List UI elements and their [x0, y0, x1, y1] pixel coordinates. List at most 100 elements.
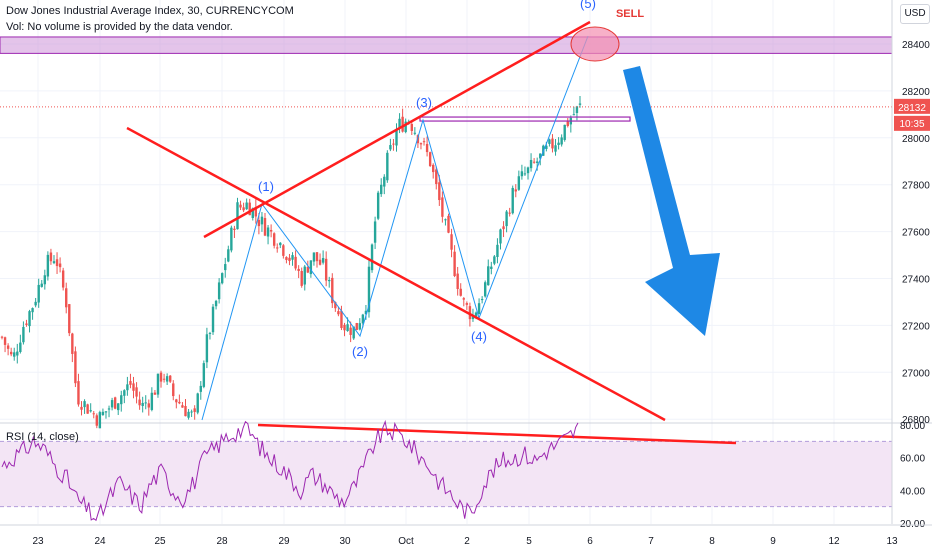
candle-body [425, 143, 429, 153]
candle-body [46, 254, 50, 277]
candle-body [202, 363, 206, 387]
wave-label: (4) [471, 329, 487, 344]
candle-body [294, 256, 297, 269]
candle-body [496, 244, 499, 257]
candle-body [52, 261, 56, 264]
candle-body [214, 300, 218, 307]
candle-body [80, 406, 83, 410]
candle-body [71, 333, 74, 354]
candle-body [153, 392, 157, 395]
candle-body [321, 258, 325, 263]
candle-body [514, 189, 517, 192]
candle-body [389, 145, 392, 150]
candle-body [61, 270, 65, 288]
candle-body [236, 202, 239, 230]
candle-body [306, 266, 310, 273]
candle-body [398, 118, 401, 129]
candle-body [196, 393, 199, 413]
candle-body [187, 411, 190, 418]
candle-body [65, 288, 68, 308]
candle-body [529, 159, 533, 169]
rsi-tick-label: 60.00 [900, 454, 925, 465]
candle-body [373, 221, 377, 243]
candle-body [181, 405, 184, 408]
candle-body [13, 352, 16, 357]
currency-button[interactable]: USD [900, 4, 930, 24]
candle-body [459, 288, 462, 296]
candle-body [291, 255, 294, 260]
candle-body [147, 403, 150, 408]
wave-label: (5) [580, 0, 596, 11]
candle-body [9, 351, 13, 355]
candle-body [334, 302, 337, 309]
rising-trendline [203, 20, 591, 239]
current-price-badge [894, 98, 930, 114]
candle-body [279, 242, 282, 246]
candle-body [410, 124, 413, 131]
wave-label: (3) [416, 95, 432, 110]
candle-body [392, 143, 395, 145]
countdown-value: 10:35 [899, 119, 924, 130]
candle-body [361, 314, 365, 324]
candle-body [575, 106, 579, 114]
candle-body [520, 171, 524, 177]
candle-body [535, 161, 539, 163]
candle-body [239, 204, 242, 208]
candle-body [370, 244, 374, 271]
candle-body [254, 207, 258, 217]
candle-body [450, 234, 453, 250]
rsi-band [0, 441, 892, 507]
candle-body [77, 381, 80, 405]
candle-body [233, 228, 236, 230]
candle-body [144, 402, 147, 404]
candle-body [49, 252, 53, 262]
candle-body [358, 323, 362, 330]
candle-body [251, 208, 254, 219]
candle-body [156, 373, 160, 395]
time-tick-label: 2 [464, 536, 470, 547]
candle-body [190, 411, 193, 413]
candle-body [318, 259, 322, 265]
candle-body [462, 298, 465, 300]
candle-body [165, 376, 169, 382]
rsi-tick-label: 80.00 [900, 421, 925, 432]
candle-body [257, 219, 261, 227]
rsi-tick-label: 40.00 [900, 486, 925, 497]
candle-body [245, 202, 248, 210]
candle-body [37, 284, 40, 303]
candle-body [300, 271, 303, 286]
candle-body [101, 411, 105, 415]
candle-body [432, 164, 435, 173]
candle-body [282, 245, 285, 256]
candle-body [297, 268, 300, 271]
candle-body [55, 259, 59, 267]
candle-body [401, 116, 404, 132]
candle-body [312, 252, 316, 262]
price-tick-label: 27000 [902, 368, 930, 379]
candle-body [554, 145, 557, 152]
candle-body [453, 251, 456, 277]
candle-body [328, 279, 331, 282]
candle-body [526, 167, 530, 174]
price-tick-label: 28000 [902, 134, 930, 145]
candle-body [419, 143, 423, 145]
candle-body [31, 308, 34, 313]
candle-body [487, 266, 490, 286]
candle-body [28, 311, 31, 327]
candle-body [447, 215, 450, 233]
price-pane [0, 0, 892, 422]
countdown-badge [894, 115, 930, 131]
candle-body [126, 384, 129, 391]
candle-body [346, 324, 349, 332]
candle-body [511, 187, 514, 214]
candle-body [523, 173, 527, 175]
candle-body [150, 392, 154, 410]
candle-body [395, 129, 398, 146]
candle-body [135, 387, 138, 397]
sell-label: SELL [616, 8, 644, 20]
candle-body [422, 141, 426, 143]
candle-body [539, 153, 542, 159]
candle-body [92, 413, 95, 415]
candle-body [19, 342, 22, 352]
